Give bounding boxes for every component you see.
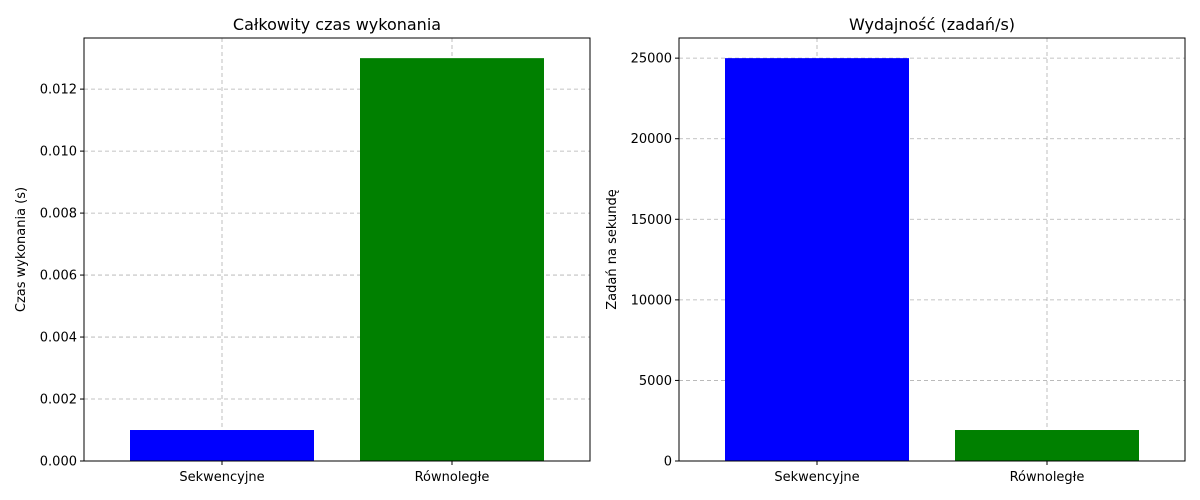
y-axis-label: Czas wykonania (s) (14, 187, 29, 312)
y-tick-label: 0.004 (40, 331, 77, 346)
y-tick-label: 5000 (639, 374, 672, 389)
y-axis-label: Zadań na sekundę (605, 189, 620, 309)
chart-title: Wydajność (zadań/s) (849, 15, 1015, 34)
x-tick-label: Równoległe (1010, 470, 1085, 485)
bar-sekwencyjne (130, 430, 314, 461)
y-tick-label: 0.010 (40, 145, 77, 160)
plot-frame (678, 37, 1186, 462)
bar-rownolegle (955, 430, 1139, 461)
chart-title: Całkowity czas wykonania (233, 15, 441, 34)
x-tick-label: Równoległe (415, 470, 490, 485)
y-tick-label: 0.000 (40, 455, 77, 470)
bar-sekwencyjne (725, 58, 909, 462)
x-tick-label: Sekwencyjne (179, 470, 264, 485)
y-tick-label: 25000 (631, 52, 672, 67)
plot-frame (83, 37, 591, 462)
y-tick-label: 0.012 (40, 83, 77, 98)
bar-rownolegle (360, 58, 544, 462)
y-tick-label: 0 (664, 455, 672, 470)
y-tick-label: 0.006 (40, 269, 77, 284)
x-tick-label: Sekwencyjne (774, 470, 859, 485)
y-tick-label: 10000 (631, 293, 672, 308)
y-tick-label: 0.008 (40, 207, 77, 222)
y-tick-label: 0.002 (40, 393, 77, 408)
y-tick-label: 20000 (631, 132, 672, 147)
y-tick-label: 15000 (631, 213, 672, 228)
